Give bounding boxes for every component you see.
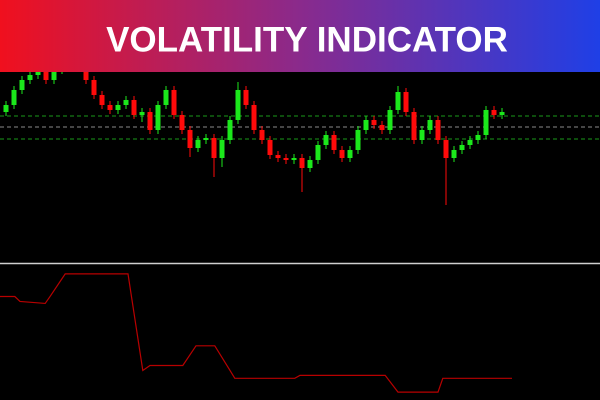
- candle-body: [499, 112, 505, 115]
- candle-body: [3, 105, 9, 112]
- candle-body: [179, 115, 185, 130]
- candle-body: [235, 90, 241, 120]
- price-panel: [0, 56, 600, 205]
- candle-body: [315, 145, 321, 160]
- candle-body: [147, 112, 153, 130]
- candle-body: [483, 110, 489, 135]
- candle-body: [427, 120, 433, 130]
- candle-body: [275, 155, 281, 158]
- candle-body: [27, 75, 33, 80]
- candle-body: [475, 135, 481, 140]
- candle-body: [491, 110, 497, 115]
- candle-body: [251, 105, 257, 130]
- title: VOLATILITY INDICATOR: [106, 20, 508, 59]
- candle-body: [323, 135, 329, 145]
- candle-body: [411, 112, 417, 140]
- candle-body: [11, 90, 17, 105]
- candle-body: [339, 150, 345, 158]
- candle-body: [203, 138, 209, 140]
- candle-body: [83, 65, 89, 80]
- candle-body: [187, 130, 193, 148]
- candle-body: [171, 90, 177, 115]
- candle-body: [219, 140, 225, 158]
- volatility-line: [0, 273, 512, 393]
- candle-body: [371, 120, 377, 125]
- candle-body: [163, 90, 169, 105]
- candle-body: [123, 100, 129, 105]
- candle-body: [459, 145, 465, 150]
- indicator-panel: [0, 273, 512, 393]
- candle-body: [387, 110, 393, 130]
- candle-body: [107, 105, 113, 110]
- candle-body: [211, 138, 217, 158]
- banner: [0, 0, 600, 72]
- candle-body: [331, 135, 337, 150]
- candle-body: [467, 140, 473, 145]
- candle-body: [419, 130, 425, 140]
- candle-body: [395, 92, 401, 110]
- candle-body: [363, 120, 369, 130]
- candle-body: [347, 150, 353, 158]
- candle-body: [115, 105, 121, 110]
- candle-body: [403, 92, 409, 112]
- candle-body: [195, 140, 201, 148]
- candle-body: [227, 120, 233, 140]
- candle-body: [291, 158, 297, 160]
- candle-body: [259, 130, 265, 140]
- candle-body: [35, 72, 41, 75]
- candle-body: [443, 140, 449, 158]
- candle-body: [19, 80, 25, 90]
- candle-body: [267, 140, 273, 155]
- candle-body: [283, 158, 289, 160]
- candle-body: [355, 130, 361, 150]
- candle-body: [307, 160, 313, 168]
- candle-body: [43, 72, 49, 80]
- candle-body: [51, 70, 57, 80]
- candle-body: [451, 150, 457, 158]
- candle-body: [435, 120, 441, 140]
- candle-body: [99, 95, 105, 105]
- candle-body: [139, 112, 145, 115]
- candle-body: [91, 80, 97, 95]
- candle-body: [155, 105, 161, 130]
- candle-body: [131, 100, 137, 115]
- candle-body: [299, 158, 305, 168]
- candle-body: [243, 90, 249, 105]
- candle-body: [379, 125, 385, 130]
